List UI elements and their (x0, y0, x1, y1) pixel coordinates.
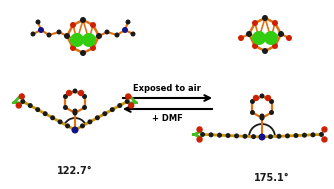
Circle shape (96, 33, 102, 39)
Text: + DMF: + DMF (152, 114, 182, 123)
Circle shape (252, 31, 266, 45)
Circle shape (252, 20, 258, 26)
Circle shape (65, 123, 70, 128)
Circle shape (71, 126, 78, 133)
Circle shape (234, 133, 239, 138)
Circle shape (110, 107, 115, 112)
Circle shape (82, 94, 87, 99)
Circle shape (259, 133, 266, 140)
Circle shape (196, 136, 203, 143)
Text: 122.7°: 122.7° (57, 166, 93, 176)
Circle shape (225, 133, 230, 138)
Circle shape (122, 27, 128, 33)
Circle shape (269, 99, 274, 104)
Circle shape (246, 31, 252, 37)
Circle shape (19, 93, 25, 100)
Circle shape (90, 22, 96, 28)
Circle shape (72, 108, 77, 114)
Circle shape (125, 93, 131, 100)
Circle shape (102, 111, 107, 116)
Circle shape (277, 134, 282, 139)
Circle shape (72, 88, 77, 94)
Circle shape (90, 45, 96, 51)
Circle shape (80, 50, 86, 56)
Circle shape (38, 27, 44, 33)
Circle shape (125, 99, 130, 104)
Circle shape (66, 90, 72, 96)
Circle shape (30, 32, 35, 36)
Circle shape (43, 111, 48, 116)
Text: Exposed to air: Exposed to air (133, 84, 201, 93)
Circle shape (278, 31, 284, 37)
Circle shape (78, 90, 84, 96)
Circle shape (321, 136, 328, 143)
Circle shape (64, 33, 70, 39)
Circle shape (82, 33, 96, 47)
Circle shape (88, 119, 93, 124)
Circle shape (264, 31, 278, 45)
Circle shape (46, 33, 51, 37)
Circle shape (286, 35, 292, 41)
Circle shape (260, 115, 265, 121)
Circle shape (128, 102, 134, 109)
Circle shape (253, 95, 259, 101)
Circle shape (250, 99, 255, 104)
Circle shape (319, 132, 324, 137)
Circle shape (117, 103, 122, 108)
Text: 175.1°: 175.1° (254, 173, 290, 183)
Circle shape (105, 29, 110, 35)
Circle shape (302, 133, 307, 138)
Circle shape (260, 94, 265, 98)
Circle shape (268, 134, 273, 139)
Circle shape (35, 107, 40, 112)
Circle shape (251, 134, 256, 139)
Circle shape (28, 103, 33, 108)
Circle shape (80, 17, 86, 23)
Circle shape (200, 132, 205, 137)
Circle shape (238, 35, 244, 41)
Circle shape (217, 133, 222, 138)
Circle shape (272, 43, 278, 49)
Circle shape (63, 94, 68, 99)
Circle shape (70, 22, 76, 28)
Circle shape (82, 105, 87, 110)
Circle shape (50, 115, 55, 120)
Circle shape (72, 111, 77, 115)
Circle shape (80, 123, 85, 128)
Circle shape (126, 19, 131, 25)
Circle shape (208, 132, 213, 137)
Circle shape (16, 102, 22, 109)
Circle shape (242, 134, 247, 139)
Circle shape (56, 29, 61, 35)
Circle shape (95, 115, 100, 120)
Circle shape (269, 110, 274, 115)
Circle shape (70, 33, 84, 47)
Circle shape (115, 33, 120, 37)
Circle shape (311, 132, 315, 137)
Circle shape (70, 45, 76, 51)
Circle shape (321, 126, 328, 133)
Circle shape (272, 20, 278, 26)
Circle shape (262, 15, 268, 21)
Circle shape (262, 48, 268, 54)
Circle shape (57, 119, 62, 124)
Circle shape (294, 133, 299, 138)
Circle shape (196, 126, 203, 133)
Circle shape (35, 19, 40, 25)
Circle shape (131, 32, 136, 36)
Circle shape (260, 114, 265, 119)
Circle shape (285, 133, 290, 138)
Circle shape (20, 99, 25, 104)
Circle shape (63, 105, 68, 110)
Circle shape (250, 110, 255, 115)
Circle shape (265, 95, 271, 101)
Circle shape (252, 43, 258, 49)
